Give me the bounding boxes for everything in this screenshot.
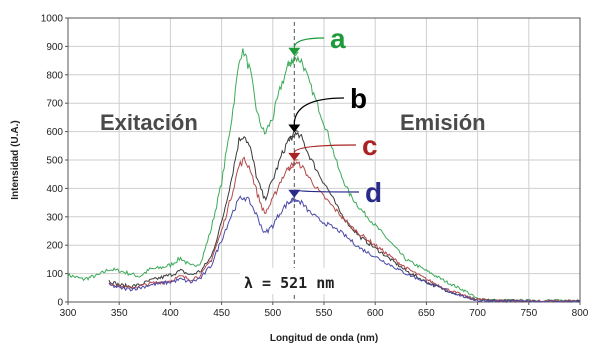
callout-arrow-c	[288, 152, 301, 161]
y-tick-label-8: 800	[46, 70, 63, 81]
series-c-excitation-line	[108, 156, 299, 290]
series-label-b: b	[350, 83, 367, 114]
y-tick-label-6: 600	[46, 127, 63, 138]
x-tick-label-2: 400	[162, 308, 179, 319]
x-tick-label-4: 500	[264, 308, 281, 319]
y-tick-label-3: 300	[46, 212, 63, 223]
grid-lines	[67, 17, 581, 303]
x-tick-label-10: 800	[572, 308, 589, 319]
y-tick-label-1: 100	[46, 269, 63, 280]
x-tick-label-9: 750	[520, 308, 537, 319]
y-tick-label-5: 500	[46, 156, 63, 167]
series-layer	[67, 48, 581, 303]
x-tick-label-3: 450	[213, 308, 230, 319]
x-tick-label-8: 700	[469, 308, 486, 319]
series-label-c: c	[362, 130, 378, 161]
x-tick-label-1: 350	[111, 308, 128, 319]
callout-arrow-d	[288, 189, 301, 198]
series-d-excitation-line	[108, 195, 299, 292]
series-a-emission-line	[287, 55, 581, 303]
callout-leader-c	[293, 144, 357, 154]
x-tick-label-5: 550	[316, 308, 333, 319]
series-b-excitation-line	[108, 129, 299, 289]
x-tick-label-0: 300	[60, 308, 77, 319]
y-tick-label-7: 700	[46, 99, 63, 110]
callout-arrow-b	[288, 124, 301, 133]
y-tick-label-4: 400	[46, 184, 63, 195]
y-tick-label-9: 900	[46, 42, 63, 53]
x-tick-label-6: 600	[367, 308, 384, 319]
series-c-emission-line	[287, 161, 581, 303]
y-tick-label-0: 0	[57, 298, 63, 309]
x-axis-title: Longitud de onda (nm)	[270, 333, 378, 344]
y-tick-label-10: 1000	[41, 14, 64, 25]
callout-leader-a	[293, 37, 325, 48]
excitation-region-label: Exitación	[100, 110, 198, 135]
y-tick-label-2: 200	[46, 241, 63, 252]
series-a-excitation-line	[67, 48, 299, 282]
emission-region-label: Emisión	[400, 110, 486, 135]
series-d-emission-line	[287, 197, 581, 303]
wavelength-marker-label: λ = 521 nm	[240, 268, 370, 294]
wavelength-marker-text: λ = 521 nm	[244, 274, 334, 292]
callout-leader-b	[293, 97, 345, 125]
x-tick-label-7: 650	[418, 308, 435, 319]
callout-arrow-a	[288, 47, 301, 56]
series-label-d: d	[365, 177, 382, 208]
y-axis-title: Intensidad (U.A.)	[10, 120, 21, 199]
callout-leader-d	[293, 189, 360, 193]
axis-ticks: 300 350 400 450 500 550 600 650 700 750 800 0 100 200…	[41, 14, 589, 320]
series-b-emission-line	[287, 131, 581, 303]
series-label-a: a	[330, 23, 346, 54]
